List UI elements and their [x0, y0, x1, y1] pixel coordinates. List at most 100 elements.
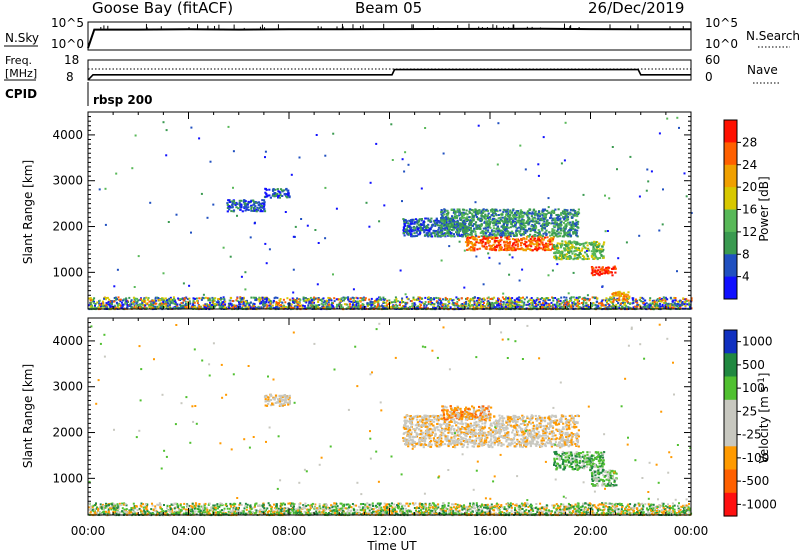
scatter-cell — [472, 237, 474, 239]
clutter-cell — [688, 304, 690, 306]
clutter-cell — [570, 297, 572, 299]
scatter-cell — [446, 230, 448, 232]
scatter-cell — [491, 214, 493, 216]
clutter-cell — [663, 307, 665, 309]
scatter-cell — [279, 197, 281, 199]
clutter-cell — [299, 299, 301, 301]
scatter-cell — [562, 216, 564, 218]
scatter-cell — [513, 234, 515, 236]
clutter-cell — [640, 297, 642, 299]
scatter-cell — [503, 249, 505, 251]
clutter-cell — [197, 302, 199, 304]
clutter-cell — [147, 299, 149, 301]
clutter-cell — [487, 300, 489, 302]
clutter-cell — [573, 296, 575, 298]
clutter-cell — [636, 306, 638, 308]
scatter-cell — [505, 234, 507, 236]
clutter-cell — [106, 302, 108, 304]
clutter-cell — [121, 302, 123, 304]
scatter-cell — [466, 213, 468, 215]
scatter-cell — [563, 213, 565, 215]
clutter-cell — [546, 297, 548, 299]
scatter-cell — [536, 249, 538, 251]
scatter-cell — [268, 189, 270, 191]
clutter-cell — [442, 304, 444, 306]
clutter-cell — [483, 302, 485, 304]
scatter-cell — [495, 224, 497, 226]
scatter-cell — [476, 228, 478, 230]
scatter-cell — [534, 218, 536, 220]
scatter-cell — [534, 231, 536, 233]
scatter-cell — [571, 217, 573, 219]
scatter-cell — [495, 237, 497, 239]
clutter-cell — [395, 307, 397, 309]
scatter-cell — [539, 240, 541, 242]
scatter-cell — [415, 235, 417, 237]
scatter-cell — [443, 222, 445, 224]
clutter-cell — [474, 304, 476, 306]
scatter-cell — [526, 236, 528, 238]
station-title: Goose Bay (fitACF) — [92, 0, 233, 17]
scatter-cell — [278, 195, 280, 197]
clutter-cell — [115, 298, 117, 300]
scatter-cell — [506, 238, 508, 240]
clutter-cell — [538, 298, 540, 300]
scatter-cell — [573, 214, 575, 216]
scatter-cell — [506, 221, 508, 223]
clutter-cell — [291, 304, 293, 306]
scatter-cell — [560, 225, 562, 227]
scatter-cell — [489, 232, 491, 234]
clutter-cell — [264, 303, 266, 305]
scatter-cell — [434, 235, 436, 237]
clutter-cell — [304, 297, 306, 299]
scatter-cell — [530, 249, 532, 251]
scatter-cell — [482, 233, 484, 235]
clutter-cell — [118, 307, 120, 309]
scatter-cell — [484, 238, 486, 240]
clutter-cell — [649, 299, 651, 301]
scatter-cell — [543, 218, 545, 220]
scatter-cell — [474, 231, 476, 233]
scatter-cell — [522, 221, 524, 223]
scatter-cell — [520, 209, 522, 211]
scatter-cell — [518, 219, 520, 221]
clutter-cell — [526, 297, 528, 299]
scatter-cell — [554, 209, 556, 211]
clutter-cell — [414, 302, 416, 304]
scatter-cell — [472, 249, 474, 251]
clutter-cell — [181, 298, 183, 300]
scatter-cell — [457, 234, 459, 236]
scatter-cell — [512, 238, 514, 240]
scatter-cell — [440, 211, 442, 213]
scatter-cell — [462, 227, 464, 229]
scatter-cell — [509, 221, 511, 223]
clutter-cell — [377, 300, 379, 302]
clutter-cell — [185, 304, 187, 306]
scatter-cell — [571, 244, 573, 246]
scatter-cell — [467, 249, 469, 251]
scatter-cell — [434, 220, 436, 222]
noise-series — [88, 24, 691, 48]
clutter-cell — [642, 298, 644, 300]
clutter-cell — [533, 300, 535, 302]
clutter-cell — [662, 305, 664, 307]
clutter-cell — [496, 302, 498, 304]
clutter-cell — [90, 305, 92, 307]
scatter-cell — [489, 222, 491, 224]
clutter-cell — [102, 301, 104, 303]
scatter-cell — [547, 243, 549, 245]
clutter-cell — [153, 302, 155, 304]
scatter-cell — [550, 214, 552, 216]
scatter-cell — [587, 255, 589, 257]
clutter-cell — [491, 305, 493, 307]
clutter-cell — [270, 300, 272, 302]
scatter-cell — [483, 216, 485, 218]
scatter-cell — [613, 267, 615, 269]
clutter-cell — [516, 306, 518, 308]
scatter-cell — [404, 229, 406, 231]
scatter-cell — [492, 236, 494, 238]
clutter-cell — [188, 298, 190, 300]
scatter-cell — [261, 199, 263, 201]
clutter-cell — [336, 298, 338, 300]
clutter-cell — [511, 307, 513, 309]
